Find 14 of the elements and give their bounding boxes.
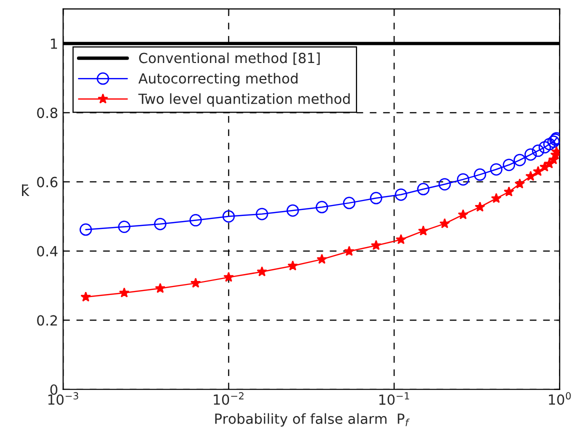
y-tick-label: 0 (50, 384, 58, 395)
x-tick-label: 10$^{0}$ (548, 392, 571, 405)
y-tick-label: 1 (50, 38, 57, 49)
y-tick-label: 0.2 (37, 315, 57, 326)
y-axis-title: k̄ (22, 184, 30, 196)
x-axis-title: Probability of false alarm P$_{f}$ (215, 413, 410, 427)
legend-label: Autocorrecting method (138, 72, 298, 86)
y-tick-label: 0.6 (37, 176, 58, 188)
x-tick-label: 10$^{−1}$ (379, 392, 410, 405)
legend-label: Conventional method [81] (139, 52, 320, 65)
y-tick-label: 0.8 (37, 108, 58, 118)
x-tick-label: 10$^{−2}$ (214, 392, 244, 405)
legend-label: Two level quantization method (138, 93, 350, 107)
y-tick-label: 0.4 (37, 246, 58, 256)
